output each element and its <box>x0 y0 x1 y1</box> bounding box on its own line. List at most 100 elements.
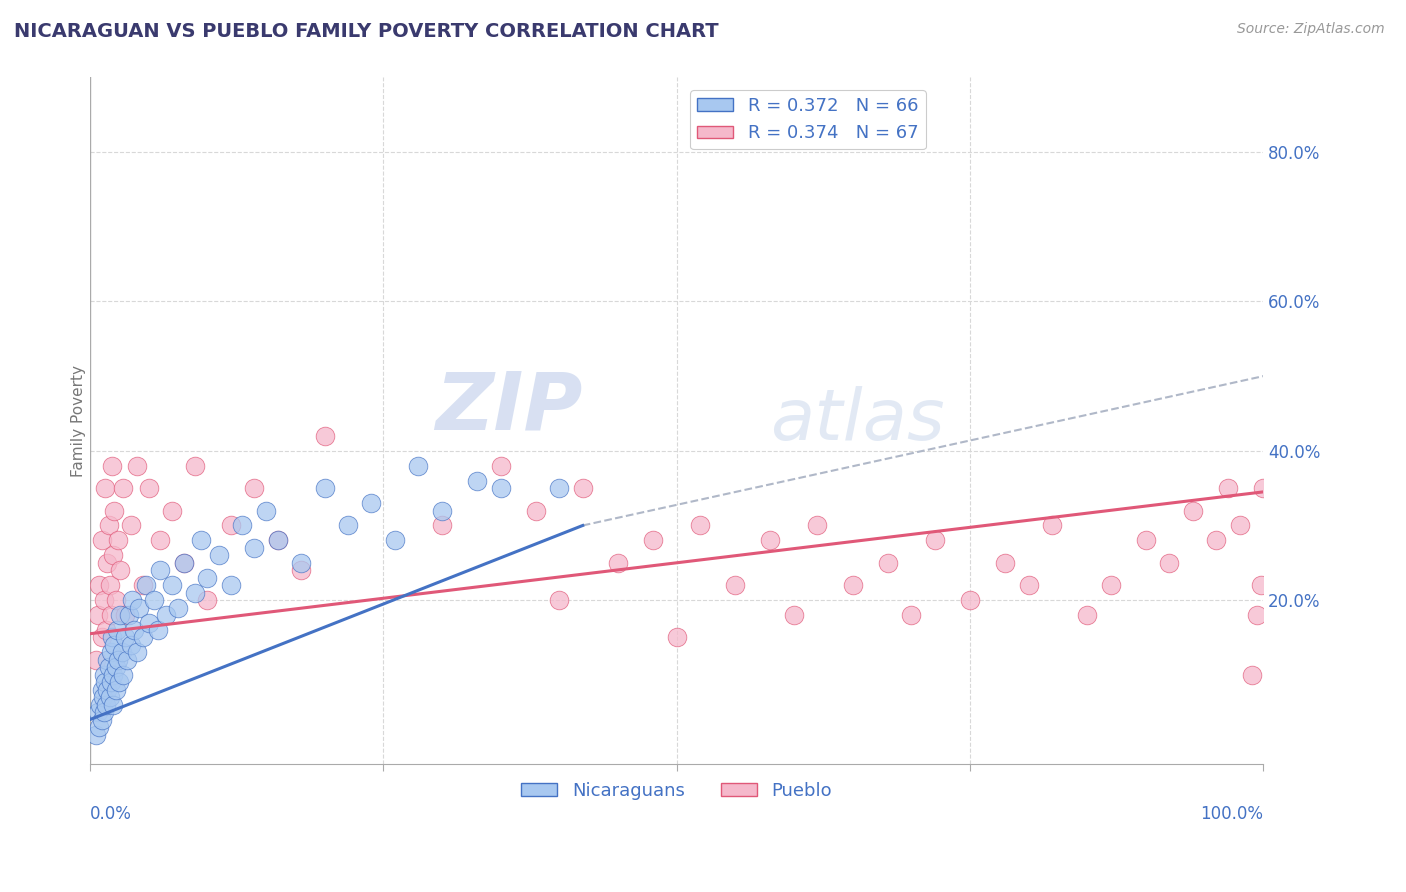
Point <box>160 578 183 592</box>
Point <box>96 653 118 667</box>
Point <box>173 556 195 570</box>
Point <box>1250 578 1272 592</box>
Point <box>91 690 114 705</box>
Point <box>96 698 118 712</box>
Point <box>111 481 134 495</box>
Point <box>266 533 288 548</box>
Point <box>87 705 110 719</box>
Point <box>167 600 190 615</box>
Point <box>96 556 118 570</box>
Point <box>101 458 124 473</box>
Point <box>107 533 129 548</box>
Point <box>266 533 288 548</box>
Point <box>103 638 125 652</box>
Point <box>138 481 160 495</box>
Point <box>337 518 360 533</box>
Point <box>430 518 453 533</box>
Point <box>689 518 711 533</box>
Point <box>107 653 129 667</box>
Point <box>195 593 218 607</box>
Point <box>876 556 898 570</box>
Point <box>243 481 266 495</box>
Point <box>290 556 312 570</box>
Point <box>384 533 406 548</box>
Point <box>110 563 132 577</box>
Point <box>1205 533 1227 548</box>
Text: NICARAGUAN VS PUEBLO FAMILY POVERTY CORRELATION CHART: NICARAGUAN VS PUEBLO FAMILY POVERTY CORR… <box>14 22 718 41</box>
Point <box>1246 608 1268 623</box>
Point <box>184 458 207 473</box>
Point <box>665 631 688 645</box>
Point <box>94 481 117 495</box>
Point <box>146 623 169 637</box>
Point <box>571 481 593 495</box>
Point <box>117 608 139 623</box>
Point <box>724 578 747 592</box>
Point <box>135 578 157 592</box>
Point <box>128 600 150 615</box>
Point <box>1099 578 1122 592</box>
Point <box>97 518 120 533</box>
Point <box>97 660 120 674</box>
Point <box>173 556 195 570</box>
Point <box>900 608 922 623</box>
Point <box>430 503 453 517</box>
Point <box>110 645 132 659</box>
Text: Source: ZipAtlas.com: Source: ZipAtlas.com <box>1237 22 1385 37</box>
Point <box>98 578 121 592</box>
Point <box>93 668 115 682</box>
Point <box>924 533 946 548</box>
Point <box>89 720 111 734</box>
Point <box>131 631 153 645</box>
Point <box>465 474 488 488</box>
Point <box>138 615 160 630</box>
Point <box>90 713 112 727</box>
Point <box>841 578 863 592</box>
Point <box>125 645 148 659</box>
Point <box>114 631 136 645</box>
Point <box>959 593 981 607</box>
Point <box>1181 503 1204 517</box>
Point <box>96 682 118 697</box>
Point <box>103 698 125 712</box>
Point <box>994 556 1017 570</box>
Point <box>125 458 148 473</box>
Point <box>117 653 139 667</box>
Legend: Nicaraguans, Pueblo: Nicaraguans, Pueblo <box>515 774 839 807</box>
Point <box>1040 518 1063 533</box>
Point <box>155 608 177 623</box>
Point <box>254 503 277 517</box>
Text: ZIP: ZIP <box>436 368 582 446</box>
Point <box>124 623 146 637</box>
Point <box>360 496 382 510</box>
Point <box>1018 578 1040 592</box>
Point <box>408 458 430 473</box>
Point <box>231 518 253 533</box>
Point <box>89 578 111 592</box>
Point <box>100 645 122 659</box>
Point <box>195 571 218 585</box>
Point <box>149 563 172 577</box>
Point <box>314 429 336 443</box>
Point <box>89 698 111 712</box>
Point <box>1135 533 1157 548</box>
Point <box>219 578 242 592</box>
Point <box>90 533 112 548</box>
Point <box>1159 556 1181 570</box>
Point <box>208 549 231 563</box>
Point <box>1216 481 1239 495</box>
Point <box>131 578 153 592</box>
Point <box>149 533 172 548</box>
Point <box>1229 518 1251 533</box>
Point <box>103 549 125 563</box>
Point <box>1076 608 1098 623</box>
Point <box>524 503 547 517</box>
Point <box>110 608 132 623</box>
Point <box>548 593 571 607</box>
Point <box>759 533 782 548</box>
Text: 0.0%: 0.0% <box>90 805 132 823</box>
Point <box>783 608 806 623</box>
Point <box>1240 668 1263 682</box>
Point <box>190 533 212 548</box>
Point <box>84 653 107 667</box>
